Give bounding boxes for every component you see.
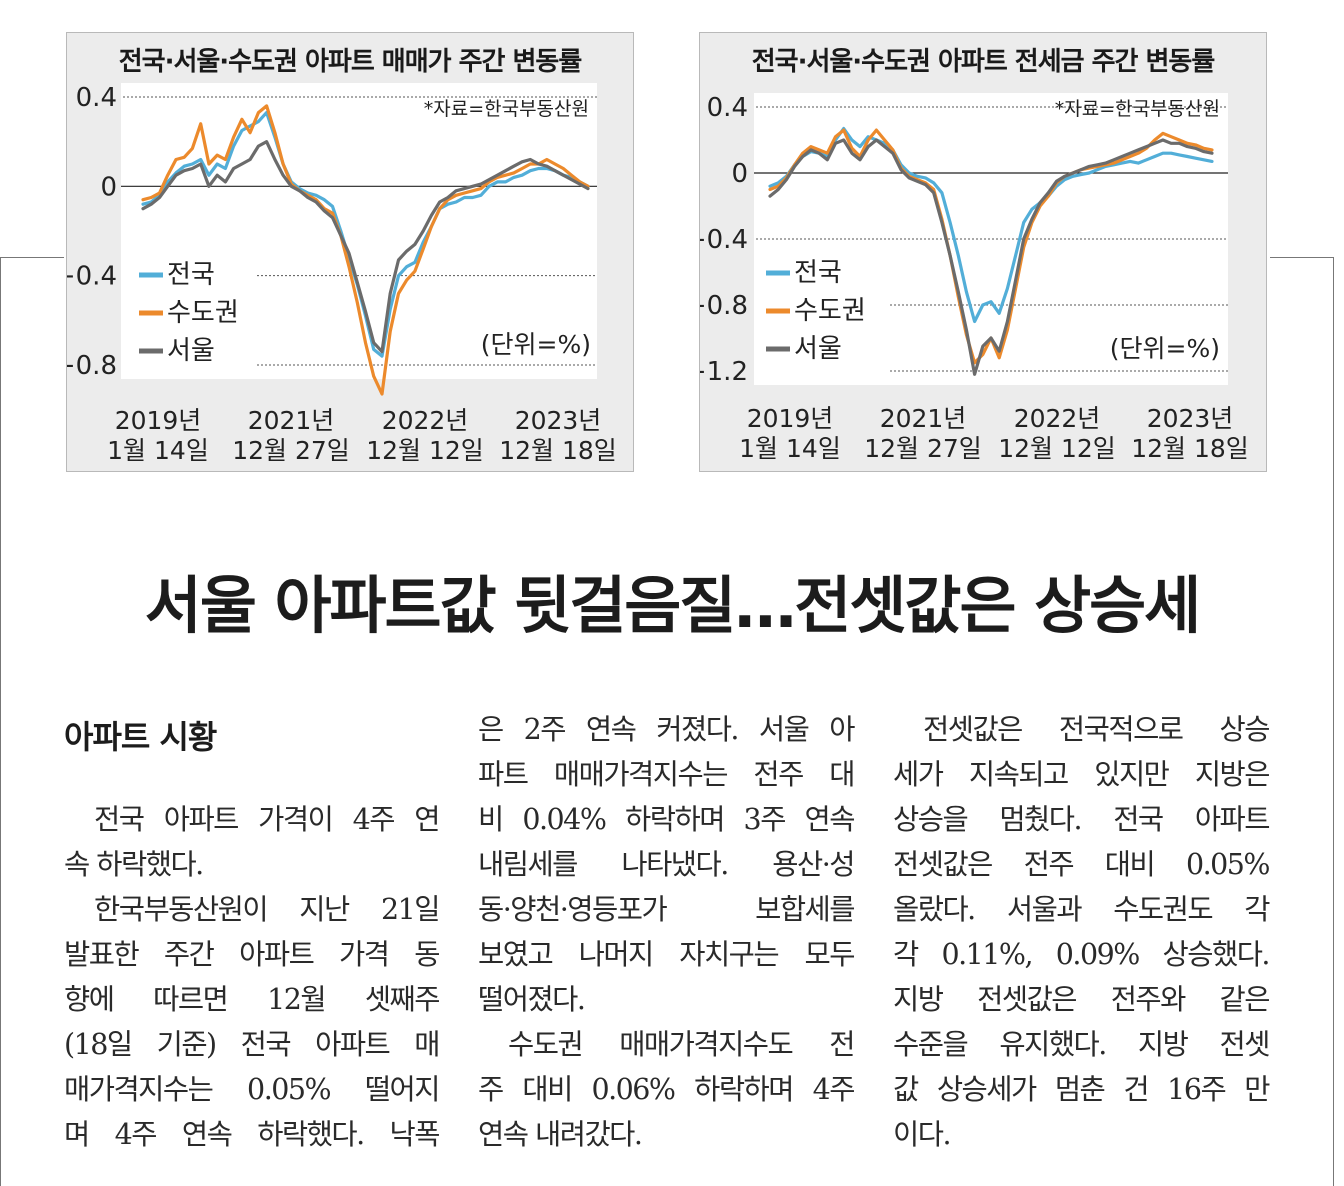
x-tick-label: 2021년 [248,406,335,435]
body-text-line: 지방 전셋값은 전주와 같은 [893,983,1271,1016]
article-headline: 서울 아파트값 뒷걸음질…전셋값은 상승세 [144,569,1201,642]
unit-label: (단위=%) [481,330,591,359]
x-tick-label: 1월 14일 [107,436,209,465]
body-text-line: 한국부동산원이 지난 21일 [94,893,441,926]
x-tick-label: 12월 27일 [232,436,350,465]
frame-line-right-top [1270,257,1334,258]
legend-label: 서울 [794,334,842,364]
jeonse-price-chart: 전국·서울·수도권 아파트 전세금 주간 변동률 0.4 0 −0.4 −0.8 −1.… [699,32,1267,472]
x-tick-label: 2023년 [515,406,602,435]
frame-line-left-top [0,257,64,258]
body-text-line: 수준을 유지했다. 지방 전셋 [893,1028,1271,1061]
body-text-line: 은 2주 연속 커졌다. 서울 아 [478,713,856,746]
y-tick-label: 0.4 [76,83,117,113]
legend-label: 수도권 [794,296,866,326]
body-text-line: 매가격지수는 0.05% 떨어지 [64,1073,441,1106]
legend-label: 전국 [794,258,842,288]
body-text-line: 떨어졌다. [478,983,586,1016]
body-text-line: 파트 매매가격지수는 전주 대 [478,758,856,791]
body-text-line: 내림세를 나타냈다. 용산·성 [478,848,856,881]
y-tick-label: 0.4 [707,93,748,123]
y-tick-label: 0 [100,172,117,202]
source-note: *자료=한국부동산원 [424,98,589,120]
y-tick-label: −0.4 [700,225,748,255]
x-tick-label: 2021년 [880,404,967,433]
plot-area [121,83,597,379]
body-text-line: 비 0.04% 하락하며 3주 연속 [478,803,856,836]
body-text-line: 향에 따르면 12월 셋째주 [64,983,441,1016]
chart-title: 전국·서울·수도권 아파트 전세금 주간 변동률 [751,47,1216,77]
body-text-line: 주 대비 0.06% 하락하며 4주 [478,1073,856,1106]
sales-price-chart: 전국·서울·수도권 아파트 매매가 주간 변동률 0.4 0 −0.4 −0.8 *자료… [66,32,634,472]
series-line-seoul [768,138,1214,376]
body-text-line: 동·양천·영등포가 보합세를 [478,893,856,926]
body-text-line: 세가 지속되고 있지만 지방은 [893,758,1271,791]
x-tick-label: 12월 12일 [366,436,484,465]
x-tick-label: 2019년 [115,406,202,435]
body-text-line: 이다. [893,1118,952,1151]
body-text-line: 값 상승세가 멈춘 건 16주 만 [893,1073,1271,1106]
legend-label: 전국 [167,260,215,290]
body-text-line: 각 0.11%, 0.09% 상승했다. [893,938,1271,971]
x-tick-label: 2022년 [382,406,469,435]
section-label: 아파트 시황 [64,718,217,756]
x-tick-label: 12월 12일 [998,434,1116,463]
body-text-line: 상승을 멈췄다. 전국 아파트 [893,803,1271,836]
y-tick-label: −0.8 [67,351,117,381]
series-line-national [768,126,1214,324]
x-tick-label: 2019년 [747,404,834,433]
body-text-line: 며 4주 연속 하락했다. 낙폭 [64,1118,441,1151]
body-text-line: 발표한 주간 아파트 가격 동 [64,938,441,971]
source-note: *자료=한국부동산원 [1055,98,1220,120]
series-line-capital-area [141,104,590,396]
body-text-line: 전셋값은 전국적으로 상승 [923,713,1271,746]
y-tick-label: −1.2 [700,357,748,387]
chart-title: 전국·서울·수도권 아파트 매매가 주간 변동률 [118,47,583,77]
legend-label: 수도권 [167,298,239,328]
body-text-line: 올랐다. 서울과 수도권도 각 [893,893,1271,926]
body-text-line: 연속 내려갔다. [478,1118,643,1151]
body-text-line: 속 하락했다. [64,848,204,881]
body-text-line: 전국 아파트 가격이 4주 연 [94,803,441,836]
legend-label: 서울 [167,336,215,366]
body-text-line: 수도권 매매가격지수도 전 [508,1028,856,1061]
x-tick-label: 12월 18일 [499,436,617,465]
body-text-line: (18일 기준) 전국 아파트 매 [64,1028,441,1061]
body-text-line: 보였고 나머지 자치구는 모두 [478,938,856,971]
x-tick-label: 2023년 [1147,404,1234,433]
y-tick-label: 0 [731,159,748,189]
x-tick-label: 12월 27일 [864,434,982,463]
x-tick-label: 12월 18일 [1131,434,1249,463]
series-line-seoul [141,140,590,354]
unit-label: (단위=%) [1110,334,1220,363]
body-text-line: 전셋값은 전주 대비 0.05% [893,848,1271,881]
frame-line-left-vertical [0,257,1,1186]
x-tick-label: 2022년 [1014,404,1101,433]
y-tick-label: −0.8 [700,291,748,321]
x-tick-label: 1월 14일 [739,434,841,463]
frame-line-right-vertical [1333,257,1334,1186]
y-tick-label: −0.4 [67,262,117,292]
